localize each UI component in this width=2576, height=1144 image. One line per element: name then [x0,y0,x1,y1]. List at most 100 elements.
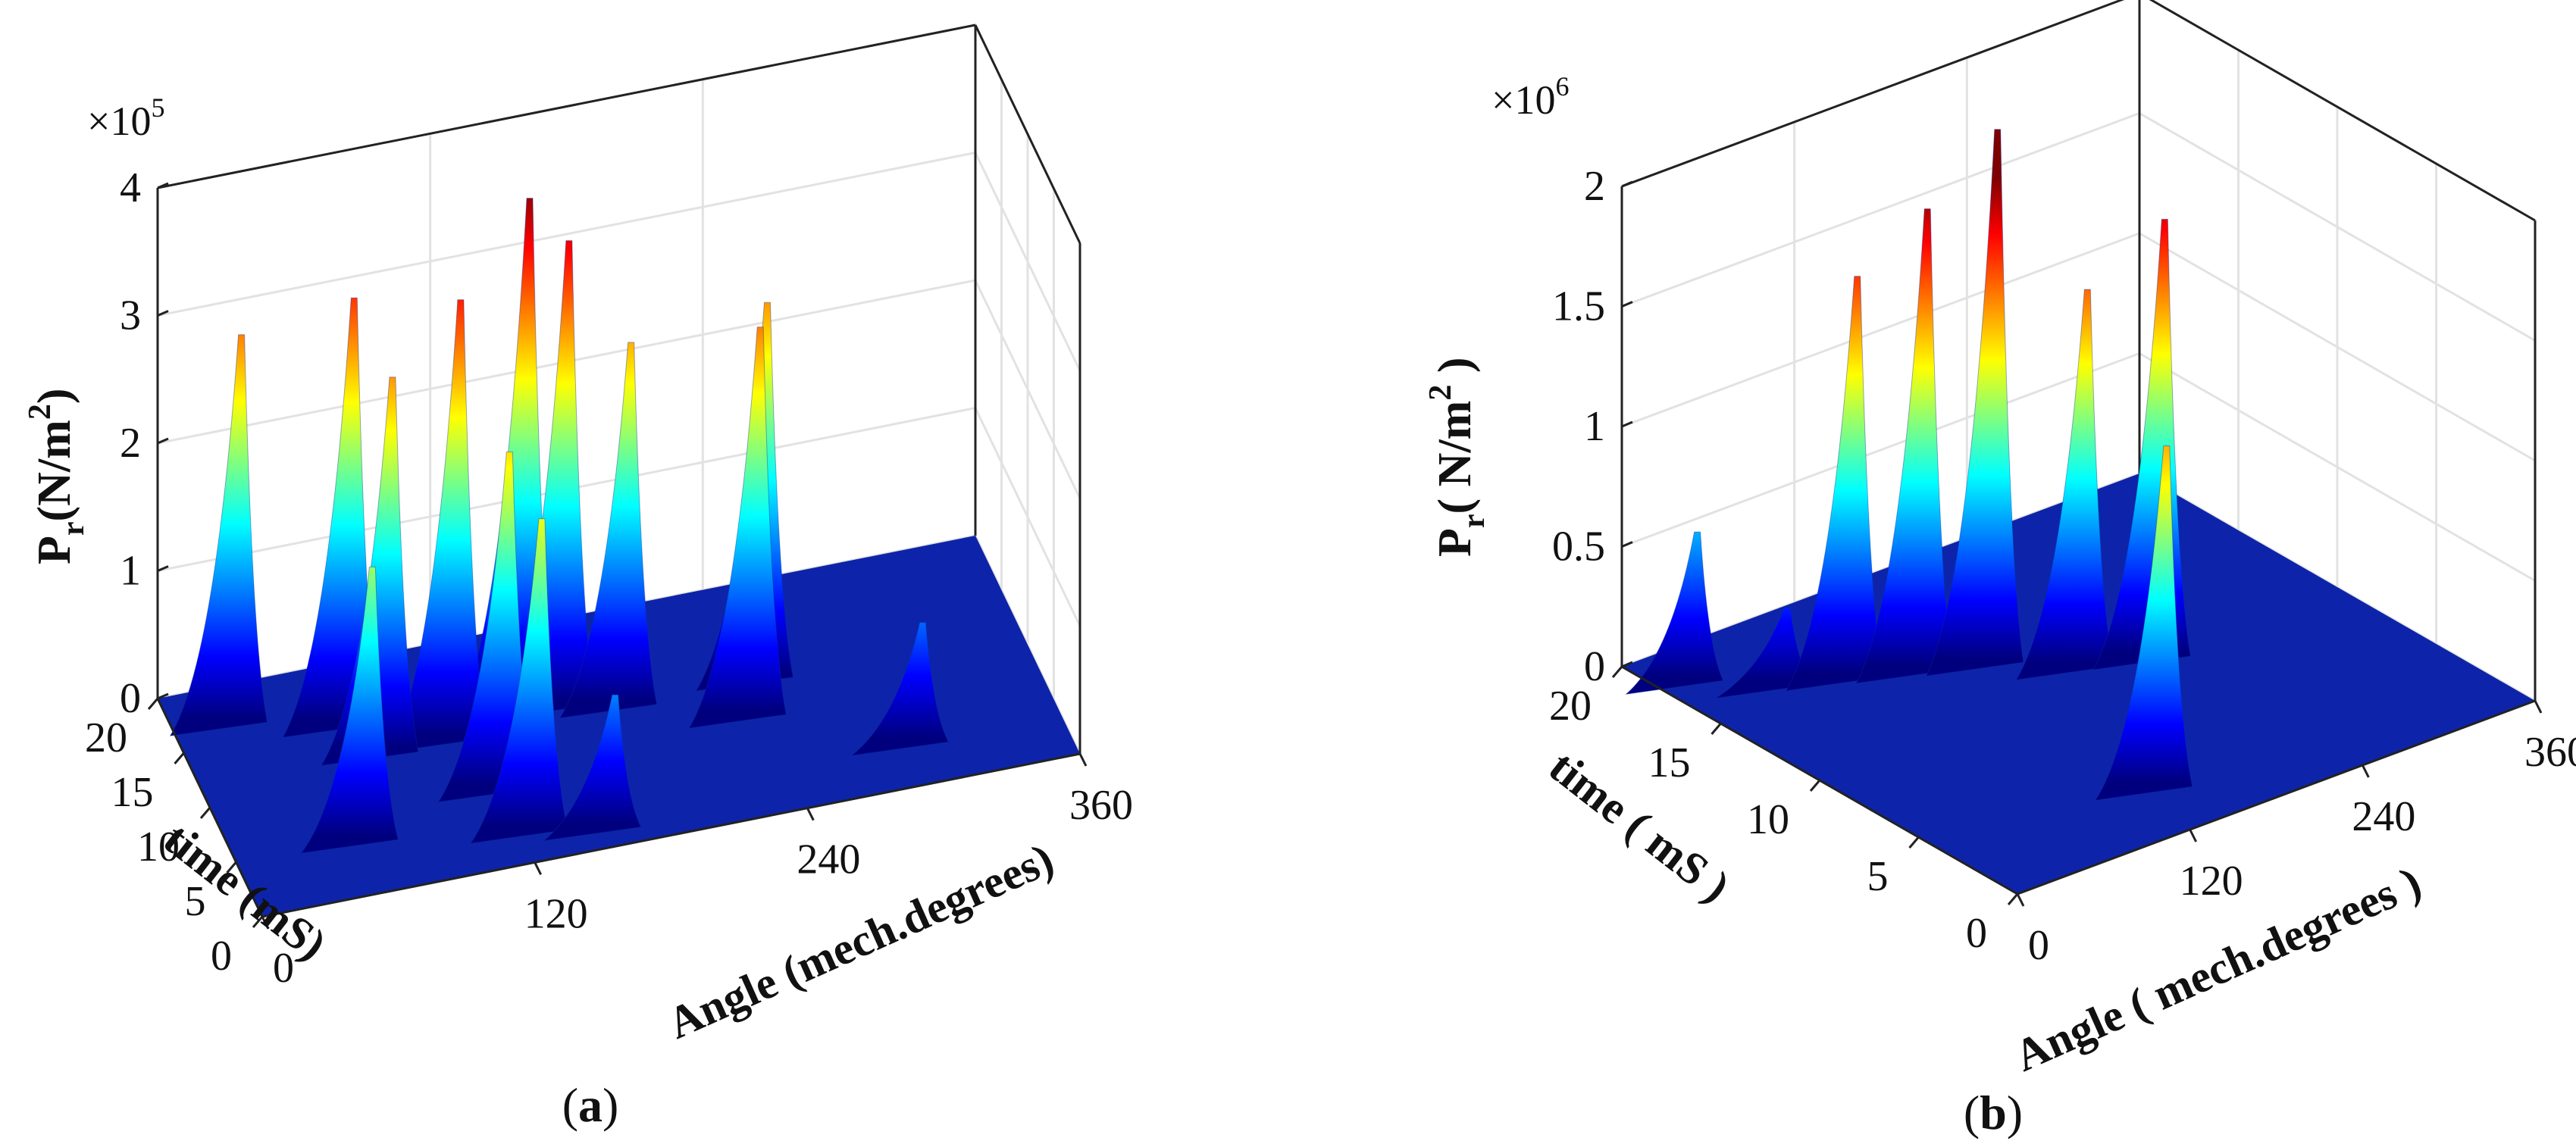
y-tick-label: 10 [137,824,180,871]
surface-peak [850,622,950,756]
surface-peak [388,299,487,753]
surface-floor-shade [1622,474,2535,894]
y-tick [1711,723,1722,735]
x-tick-label: 0 [273,945,294,992]
surface-peak [320,377,419,767]
panel-a-scale-label: ×105 [87,92,164,144]
axis-line [2017,699,2536,896]
z-tick [157,182,169,189]
z-tick-label: 1 [120,548,141,595]
z-tick-label: 2 [1584,163,1605,210]
surface-peak [1925,129,2024,677]
panel-b-caption: (b) [1964,1086,2023,1139]
y-tick-label: 0 [1966,910,1987,957]
surface-peak [300,566,399,854]
panel-b: 01202403600510152000.511.52 ×106 Pr( N/m… [1423,0,2576,1139]
x-tick-label: 360 [2524,729,2576,776]
z-tick-label: 1 [1584,403,1605,450]
y-tick [2007,893,2019,905]
x-tick-label: 240 [797,836,860,883]
z-tick [1621,301,1633,308]
panel-a-z-label: Pr(N/m2) [23,389,91,564]
z-tick-label: 3 [120,292,141,339]
axis-box-edge [157,23,976,189]
axis-box-edge [2149,0,2536,222]
surface-peak [469,518,568,844]
x-tick [806,807,815,821]
grid-line [1621,0,2536,222]
z-tick [1621,180,1633,188]
x-tick-label: 360 [1069,782,1133,829]
y-tick [252,916,264,928]
y-tick-label: 15 [111,769,154,816]
surface-peak [543,694,642,842]
z-tick [1621,541,1633,548]
y-tick [199,807,211,819]
y-tick [1611,666,1623,678]
x-tick [261,916,270,930]
panel-b-grid [1620,0,2537,702]
z-tick [157,437,169,445]
panel-a-x-label: Angle (mech.degrees) [660,833,1060,1048]
y-tick [174,752,185,764]
x-tick [1078,753,1088,767]
x-tick [2016,893,2025,907]
z-tick-label: 0.5 [1552,524,1605,570]
surface-peak [2015,289,2114,680]
x-tick-label: 120 [2180,858,2243,905]
z-tick-label: 1.5 [1552,283,1605,330]
panel-b-axes: 01202403600510152000.511.52 [1549,163,2576,969]
z-tick-label: 0 [1584,643,1605,690]
y-tick [1908,836,1920,849]
y-tick-label: 15 [1648,739,1691,786]
z-tick-label: 4 [120,164,141,211]
x-tick-label: 0 [2028,922,2049,969]
x-tick [2534,700,2543,714]
y-tick [147,698,159,710]
surface-peak [1785,276,1884,692]
z-tick [1621,661,1633,668]
z-tick-label: 2 [120,420,141,467]
panel-b-scale-label: ×106 [1491,71,1569,123]
axis-line [261,752,1081,918]
x-tick [534,861,543,876]
y-tick [226,861,237,874]
surface-peak [496,240,596,719]
surface-peak [2094,445,2193,801]
panel-b-y-label: time ( mS ) [1540,741,1739,911]
panel-a-peaks [169,198,950,854]
surface-peak [169,334,268,736]
surface-peak [688,327,787,729]
x-tick [2189,829,2198,842]
z-tick [157,565,169,572]
surface-peak [1855,208,1954,684]
x-tick-label: 120 [524,890,588,937]
grid-line [157,23,1081,244]
panel-b-peaks [1625,129,2193,801]
surface-floor [1622,474,2535,894]
surface-peak [1625,531,1724,695]
grid-line [1621,111,2536,342]
y-tick-label: 20 [85,714,127,761]
z-tick [157,310,169,317]
z-tick [1621,420,1633,428]
axis-box-edge [1621,0,2125,188]
x-tick [2361,764,2370,778]
panel-b-floor [1622,474,2535,894]
y-tick-label: 5 [185,878,206,925]
panel-b-z-label: Pr( N/m2 ) [1423,358,1491,557]
y-tick-label: 20 [1549,683,1592,730]
y-tick-label: 10 [1747,796,1789,843]
y-tick-label: 0 [211,933,232,980]
axis-box-edge [974,24,1081,244]
panel-a-caption: (a) [562,1078,619,1132]
surface-peak [559,342,658,719]
x-tick-label: 240 [2352,793,2415,840]
grid-line [157,151,1081,372]
z-tick [157,692,169,700]
y-tick [1809,780,1821,792]
z-tick-label: 0 [120,675,141,722]
